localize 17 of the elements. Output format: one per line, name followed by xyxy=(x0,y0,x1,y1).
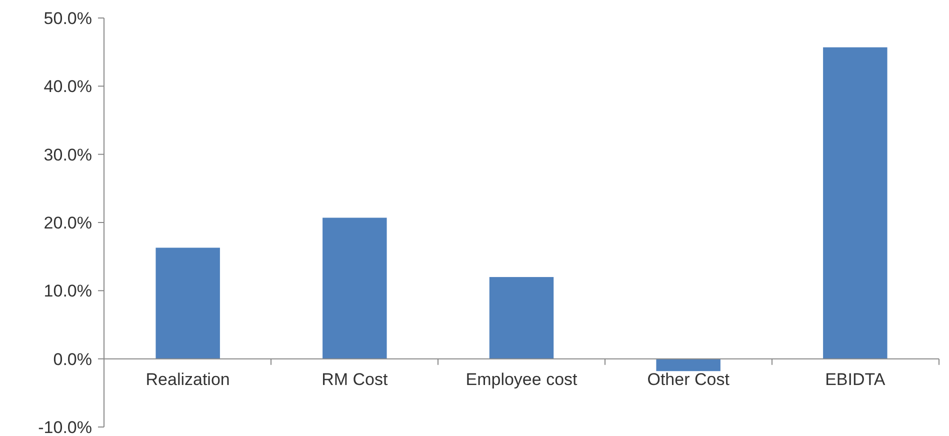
bar xyxy=(656,358,720,372)
x-tick-label: Realization xyxy=(146,370,230,389)
y-tick-label: 50.0% xyxy=(44,8,92,28)
bar xyxy=(156,248,220,359)
bar xyxy=(322,218,387,359)
bar xyxy=(823,47,888,359)
x-tick-label: EBIDTA xyxy=(825,370,886,389)
x-tick-label: RM Cost xyxy=(322,370,388,389)
bar xyxy=(489,277,554,359)
y-tick-label: -10.0% xyxy=(38,418,92,436)
y-tick-label: 10.0% xyxy=(44,282,92,301)
x-tick-label: Other Cost xyxy=(647,370,730,389)
x-tick-label: Employee cost xyxy=(466,370,578,389)
y-tick-label: 0.0% xyxy=(53,350,92,369)
y-tick-label: 20.0% xyxy=(44,213,92,232)
y-tick-label: 40.0% xyxy=(44,77,92,96)
y-tick-label: 30.0% xyxy=(44,145,92,164)
